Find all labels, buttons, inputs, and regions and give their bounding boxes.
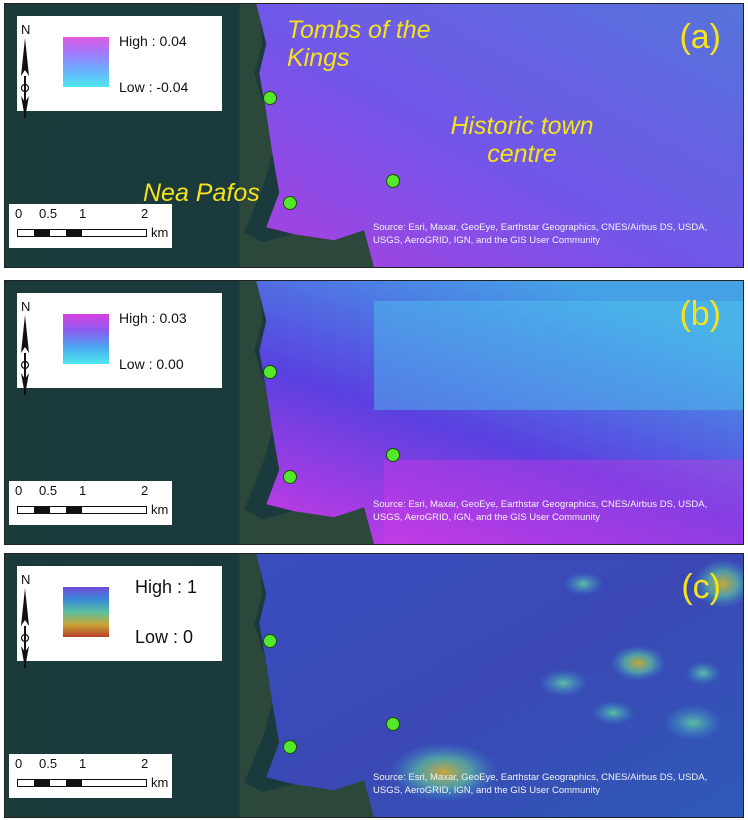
legend-high-label: High : 0.04 — [119, 33, 187, 49]
scale-bar-graphic — [17, 229, 147, 237]
scale-bar-graphic — [17, 779, 147, 787]
place-label-tombs: Tombs of the Kings — [287, 16, 431, 72]
site-marker-nea-pafos — [283, 196, 297, 210]
north-label: N — [21, 572, 31, 587]
legend-high-label: High : 0.03 — [119, 310, 187, 326]
scale-tick: 0 — [15, 756, 23, 771]
scale-tick: 0 — [15, 206, 23, 221]
map-panel-c: N High : 1 Low : 0 0 0.5 1 2 km Source: … — [4, 553, 744, 818]
site-marker-tombs — [263, 365, 277, 379]
legend-low-label: Low : -0.04 — [119, 79, 189, 95]
site-marker-nea-pafos — [283, 740, 297, 754]
scale-bar: 0 0.5 1 2 km — [9, 754, 172, 798]
north-label: N — [21, 22, 31, 37]
site-marker-nea-pafos — [283, 470, 297, 484]
color-ramp — [63, 587, 109, 637]
scale-unit: km — [151, 775, 169, 790]
attribution-text: Source: Esri, Maxar, GeoEye, Earthstar G… — [373, 772, 708, 796]
scale-tick: 1 — [79, 206, 87, 221]
scale-bar: 0 0.5 1 2 km — [9, 204, 172, 248]
scale-tick: 2 — [141, 206, 149, 221]
scale-unit: km — [151, 502, 169, 517]
scale-bar: 0 0.5 1 2 km — [9, 481, 172, 525]
panel-label: (b) — [679, 295, 721, 333]
color-ramp — [63, 314, 109, 364]
site-marker-tombs — [263, 634, 277, 648]
site-marker-historic — [386, 448, 400, 462]
north-label: N — [21, 299, 31, 314]
scale-unit: km — [151, 225, 169, 240]
legend: N High : 1 Low : 0 — [17, 566, 222, 668]
north-arrow-icon — [20, 588, 30, 668]
scale-tick: 2 — [141, 483, 149, 498]
scale-bar-graphic — [17, 506, 147, 514]
scale-tick: 0 — [15, 483, 23, 498]
panel-label: (c) — [681, 568, 721, 606]
scale-tick: 1 — [79, 756, 87, 771]
map-panel-b: N High : 0.03 Low : 0.00 0 0.5 1 2 km So… — [4, 280, 744, 545]
site-marker-historic — [386, 717, 400, 731]
map-panel-a: N High : 0.04 Low : -0.04 0 0.5 1 2 km S… — [4, 3, 744, 268]
scale-tick: 0.5 — [39, 206, 58, 221]
attribution-text: Source: Esri, Maxar, GeoEye, Earthstar G… — [373, 499, 708, 523]
legend: N High : 0.04 Low : -0.04 — [17, 16, 222, 118]
legend: N High : 0.03 Low : 0.00 — [17, 293, 222, 395]
north-arrow-icon — [20, 315, 30, 395]
scale-tick: 1 — [79, 483, 87, 498]
legend-low-label: Low : 0 — [135, 627, 194, 647]
scale-tick: 0.5 — [39, 756, 58, 771]
scale-tick: 0.5 — [39, 483, 58, 498]
north-arrow-icon — [20, 38, 30, 118]
attribution-text: Source: Esri, Maxar, GeoEye, Earthstar G… — [373, 222, 708, 246]
color-ramp — [63, 37, 109, 87]
site-marker-historic — [386, 174, 400, 188]
place-label-nea-pafos: Nea Pafos — [143, 179, 260, 207]
legend-high-label: High : 1 — [135, 577, 198, 597]
panel-label: (a) — [679, 18, 721, 56]
legend-low-label: Low : 0.00 — [119, 356, 184, 372]
scale-tick: 2 — [141, 756, 149, 771]
site-marker-tombs — [263, 91, 277, 105]
place-label-historic: Historic town centre — [450, 112, 594, 168]
